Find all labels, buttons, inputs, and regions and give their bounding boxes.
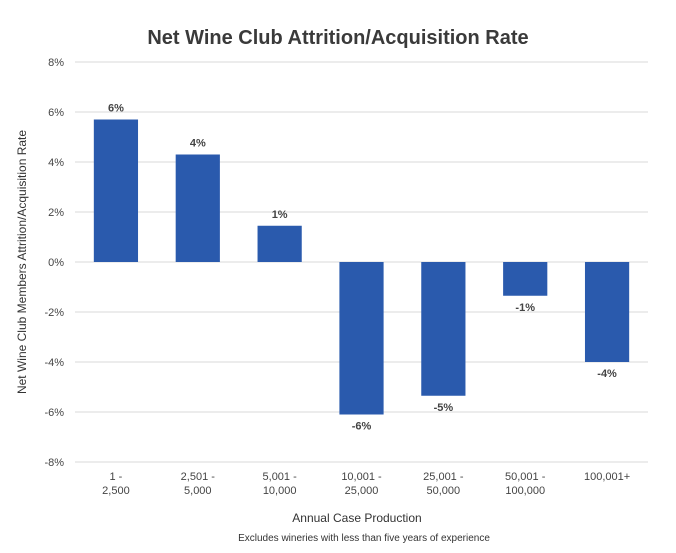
x-tick-label: 5,001 -10,000 (263, 471, 298, 497)
data-label: 1% (272, 209, 288, 221)
y-axis-ticks: 8% 6% 4% 2% 0% -2% -4% -6% -8% (44, 57, 64, 469)
bar (584, 262, 630, 362)
x-tick-label: 10,001 -25,000 (341, 471, 382, 497)
y-tick-label: -6% (44, 407, 64, 419)
chart-title: Net Wine Club Attrition/Acquisition Rate (147, 27, 528, 49)
bar (257, 225, 302, 262)
bar (421, 262, 466, 396)
data-label: 6% (108, 103, 124, 115)
x-tick-label: 50,001 -100,000 (505, 471, 546, 497)
bar (339, 262, 384, 415)
data-labels: 6% 4% 1% -6% -5% -1% -4% (108, 103, 617, 433)
bar (503, 262, 548, 296)
x-tick-label: 100,001+ (584, 471, 630, 483)
x-axis-title: Annual Case Production (292, 511, 421, 525)
y-tick-label: 4% (48, 157, 64, 169)
x-axis-categories: 1 -2,500 2,501 -5,000 5,001 -10,000 10,001 … (102, 471, 630, 497)
y-tick-label: -4% (44, 357, 64, 369)
x-tick-label: 1 -2,500 (102, 471, 130, 497)
y-tick-label: 8% (48, 57, 64, 69)
bars (93, 119, 630, 415)
x-tick-label: 2,501 -5,000 (181, 471, 216, 497)
y-tick-label: 0% (48, 257, 64, 269)
bar (93, 119, 139, 262)
data-label: -1% (515, 302, 535, 314)
y-axis-title: Net Wine Club Members Attrition/Acquisit… (15, 130, 29, 394)
data-label: -5% (434, 402, 454, 414)
data-label: -6% (352, 421, 372, 433)
x-tick-label: 25,001 -50,000 (423, 471, 464, 497)
data-label: 4% (190, 138, 206, 150)
y-tick-label: 6% (48, 107, 64, 119)
chart-footnote: Excludes wineries with less than five ye… (238, 533, 490, 544)
data-label: -4% (597, 368, 617, 380)
bar (175, 154, 220, 262)
y-tick-label: -2% (44, 307, 64, 319)
y-tick-label: 2% (48, 207, 64, 219)
y-tick-label: -8% (44, 457, 64, 469)
